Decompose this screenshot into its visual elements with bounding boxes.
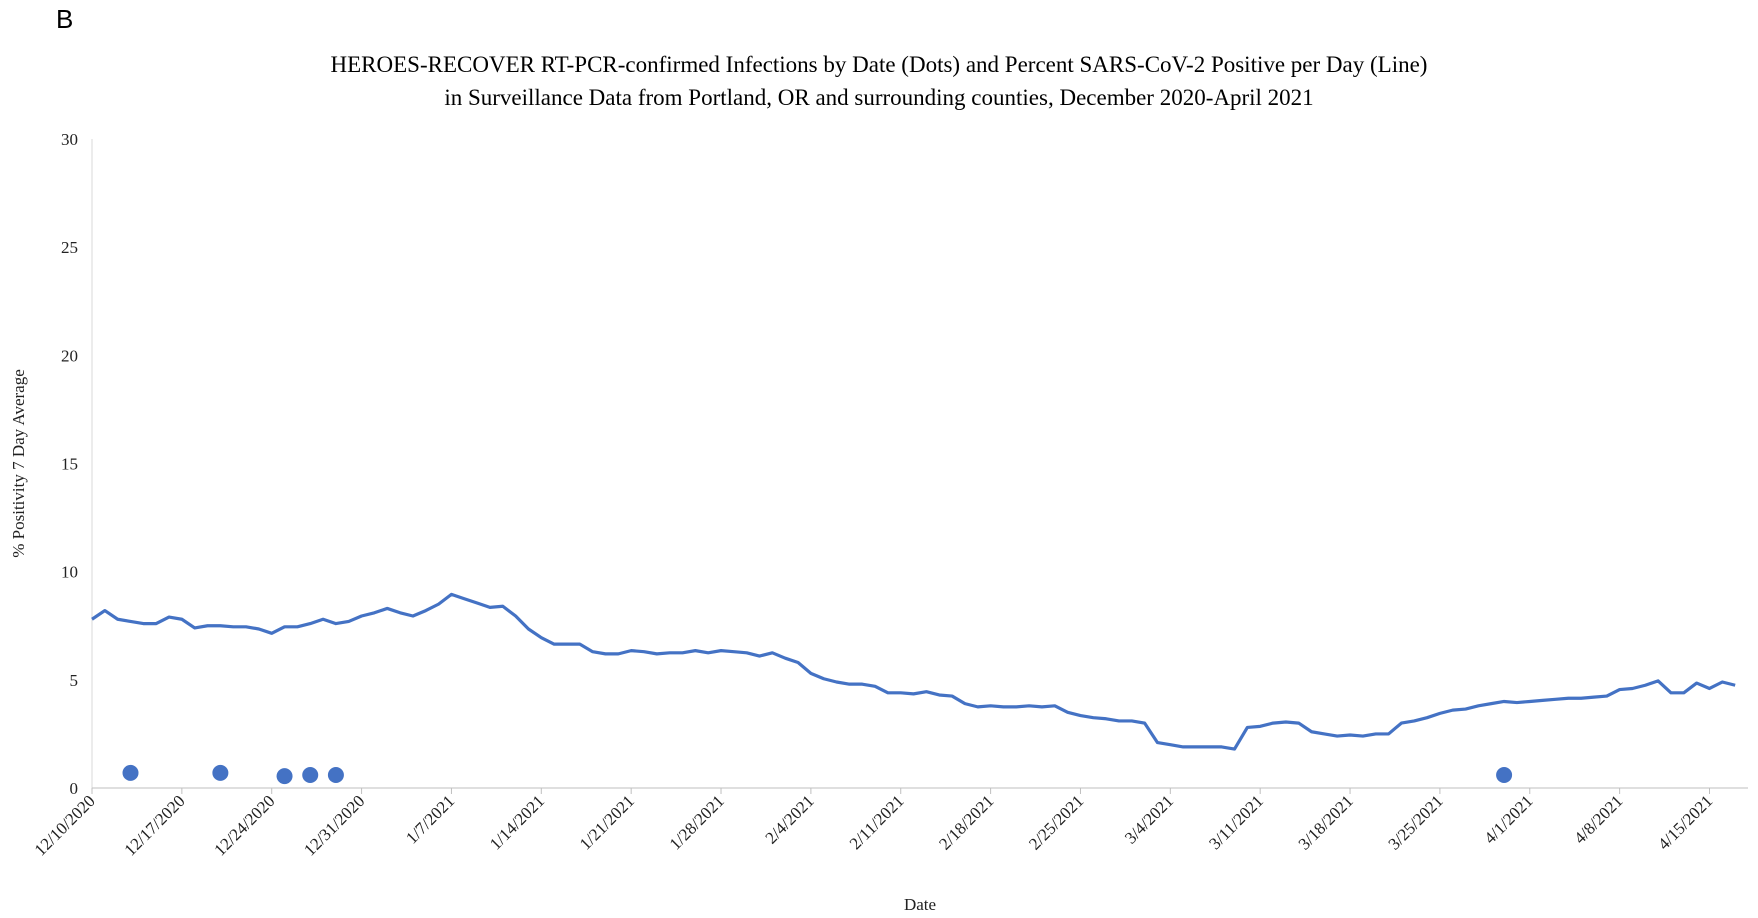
infection-dot [276, 768, 293, 785]
infection-dot [327, 767, 344, 784]
y-tick-label: 20 [61, 346, 78, 365]
infection-dot [302, 767, 319, 784]
y-tick-label: 30 [61, 130, 78, 149]
x-tick-label: 3/25/2021 [1385, 791, 1447, 853]
chart-title: HEROES-RECOVER RT-PCR-confirmed Infectio… [330, 52, 1428, 110]
x-tick-label: 12/24/2020 [210, 791, 278, 859]
y-tick-label: 10 [61, 563, 78, 582]
y-tick-label: 25 [61, 238, 78, 257]
y-tick-label: 0 [70, 779, 79, 798]
x-tick-label: 4/15/2021 [1654, 791, 1716, 853]
x-tick-label: 12/17/2020 [120, 791, 188, 859]
x-tick-label: 12/10/2020 [31, 791, 99, 859]
y-axis-label: % Positivity 7 Day Average [9, 369, 28, 558]
y-tick-label: 5 [70, 671, 79, 690]
x-tick-label: 4/1/2021 [1480, 791, 1536, 847]
x-tick-label: 4/8/2021 [1570, 791, 1626, 847]
x-tick-label: 2/18/2021 [935, 791, 997, 853]
positivity-line [91, 592, 1736, 751]
x-tick-label: 3/4/2021 [1121, 791, 1177, 847]
x-tick-label: 1/14/2021 [486, 791, 548, 853]
x-tick-label: 2/25/2021 [1025, 791, 1087, 853]
infection-dot [122, 764, 139, 781]
x-tick-label: 2/11/2021 [846, 791, 908, 853]
panel-label: B [56, 4, 74, 34]
infection-dot [212, 764, 229, 781]
x-tick-label: 2/4/2021 [762, 791, 818, 847]
x-tick-label: 1/28/2021 [666, 791, 728, 853]
x-tick-label: 1/21/2021 [576, 791, 638, 853]
x-tick-label: 1/7/2021 [402, 791, 458, 847]
x-tick-label: 3/18/2021 [1295, 791, 1357, 853]
infection-dot [1496, 767, 1513, 784]
x-tick-label: 12/31/2020 [300, 791, 368, 859]
x-axis-label: Date [904, 895, 936, 914]
y-tick-label: 15 [61, 455, 78, 474]
x-tick-label: 3/11/2021 [1205, 791, 1267, 853]
